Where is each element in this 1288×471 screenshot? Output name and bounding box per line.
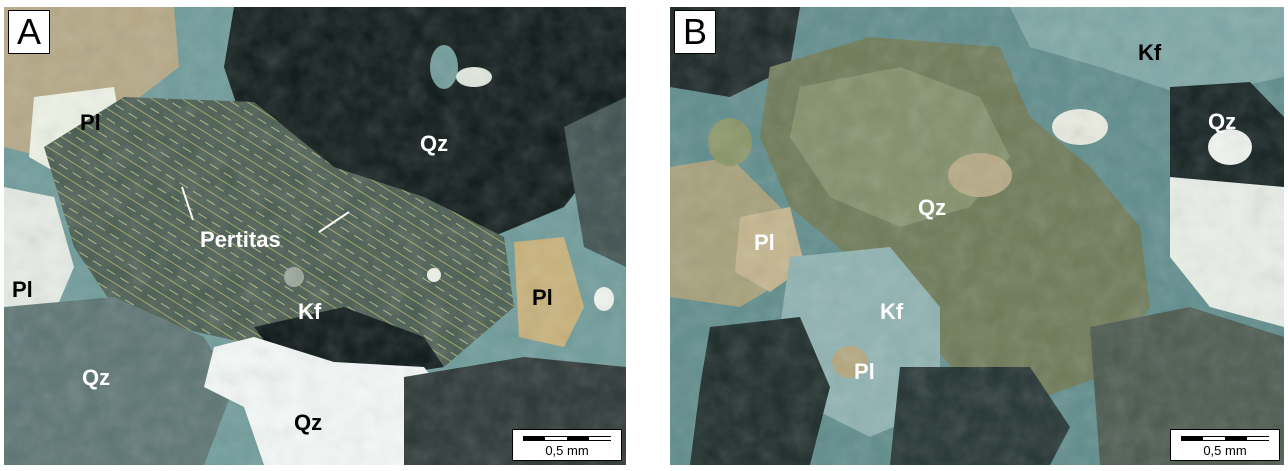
- photomicrograph-panel-b: B Kf Qz Qz Pl Kf Pl 0,5 mm: [670, 7, 1284, 465]
- label-qz-left: Qz: [82, 365, 111, 390]
- label-kf: Kf: [298, 299, 322, 324]
- label-pertitas: Pertitas: [200, 227, 281, 252]
- panel-letter-b: B: [674, 10, 716, 54]
- label-qz-top: Qz: [420, 131, 449, 156]
- thin-section-image-b: [670, 7, 1284, 465]
- label-pl-top: Pl: [80, 110, 101, 135]
- thin-section-image-a: [4, 7, 626, 465]
- label-qz-center: Qz: [918, 195, 947, 220]
- panel-letter-a: A: [8, 10, 50, 54]
- label-kf-top: Kf: [1138, 40, 1162, 65]
- label-qz-right: Qz: [1208, 109, 1237, 134]
- label-pl-left: Pl: [12, 277, 33, 302]
- scale-label-a: 0,5 mm: [545, 443, 589, 458]
- scale-bar-a: 0,5 mm: [512, 429, 622, 461]
- label-pl-right: Pl: [532, 285, 553, 310]
- label-pl-bottom: Pl: [854, 359, 875, 384]
- photomicrograph-panel-a: A Pl Pl Pl Qz Qz Qz Kf Pertitas 0,5 mm: [4, 7, 626, 465]
- label-pl-left: Pl: [754, 230, 775, 255]
- scale-label-b: 0,5 mm: [1203, 443, 1247, 458]
- label-qz-bottom: Qz: [294, 410, 323, 435]
- scale-bar-b: 0,5 mm: [1170, 429, 1280, 461]
- label-kf-center: Kf: [880, 299, 904, 324]
